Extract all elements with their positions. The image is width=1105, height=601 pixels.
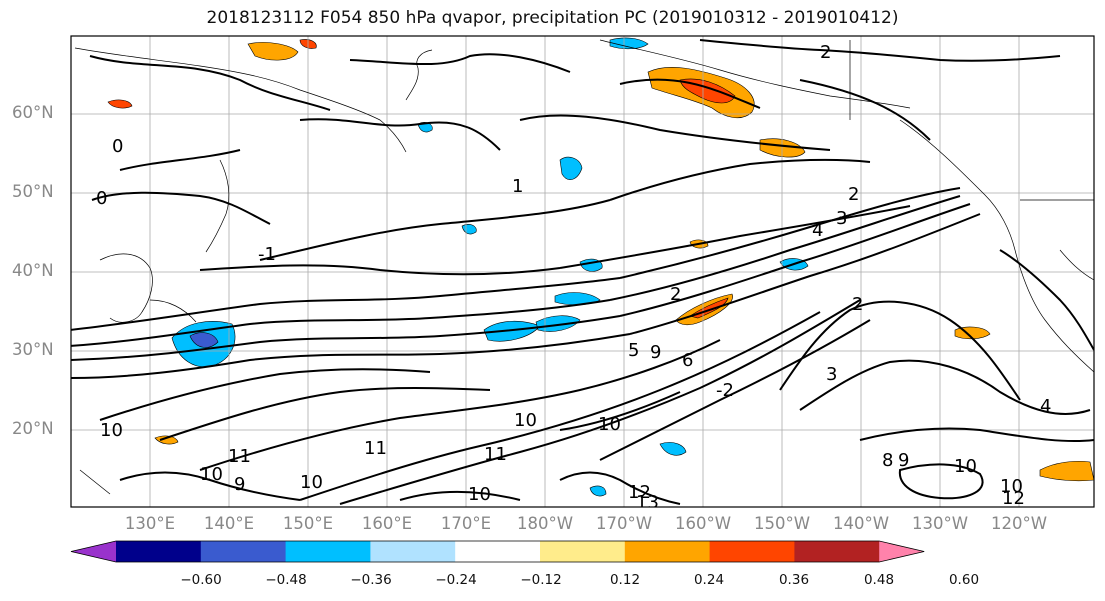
lon-label: 170°E: [440, 514, 492, 533]
contour-label: -1: [258, 244, 276, 265]
contour-label: 4: [1040, 396, 1051, 417]
contour-label: 10: [598, 414, 621, 435]
colorbar-tick-label: 0.60: [948, 572, 980, 588]
lon-label: 120°W: [990, 514, 1048, 533]
contour-label: 12: [1002, 488, 1025, 509]
map-frame: [70, 35, 1095, 508]
contour-label: 10: [100, 420, 123, 441]
colorbar-tick-label: 0.24: [693, 572, 725, 588]
graticule: [71, 36, 1094, 507]
colorbar-tick-label: −0.48: [265, 572, 307, 588]
contour-label: 9: [898, 450, 909, 471]
lon-label: 170°W: [595, 514, 653, 533]
colorbar-outline: [70, 540, 925, 563]
contour-label: 0: [96, 188, 107, 209]
colorbar-tick-label: −0.60: [180, 572, 222, 588]
contour-label: 5: [628, 340, 639, 361]
lon-label: 150°W: [753, 514, 811, 533]
contour-label: 9: [234, 474, 245, 495]
contour-label: 10: [300, 472, 323, 493]
lon-label: 160°W: [674, 514, 732, 533]
contour-label: 10: [200, 464, 223, 485]
contour-label: 11: [484, 444, 507, 465]
colorbar-bin: [200, 541, 287, 562]
lon-label: 180°W: [516, 514, 574, 533]
lon-label: 130°W: [911, 514, 969, 533]
colorbar-extend-max: [879, 541, 925, 562]
colorbar-bin: [624, 541, 711, 562]
colorbar-bin: [540, 541, 626, 562]
lat-label: 20°N: [12, 419, 54, 438]
lon-label: 150°E: [282, 514, 334, 533]
lon-label: 160°E: [361, 514, 413, 533]
colorbar-bin: [116, 541, 202, 562]
contour-label: 1: [512, 176, 523, 197]
colorbar-tick-label: −0.12: [520, 572, 562, 588]
contours: [71, 39, 1094, 505]
contour-label: 10: [468, 484, 491, 505]
colorbar-bin: [370, 541, 456, 562]
contour-label: 3: [826, 364, 837, 385]
colorbar-tick-label: −0.36: [350, 572, 392, 588]
lat-label: 60°N: [12, 103, 54, 122]
lon-label: 140°E: [203, 514, 255, 533]
contour-label: 11: [364, 438, 387, 459]
contour-label: 9: [650, 342, 661, 363]
contour-label: 8: [882, 450, 893, 471]
contour-label: 13: [636, 492, 659, 513]
contour-label: 0: [112, 136, 123, 157]
contour-label: 11: [228, 446, 251, 467]
colorbar-bin: [285, 541, 371, 562]
contour-label: 2: [848, 184, 859, 205]
colorbar-bin: [455, 541, 541, 562]
lat-label: 30°N: [12, 340, 54, 359]
lon-label: 140°W: [832, 514, 890, 533]
contour-label: 6: [682, 350, 693, 371]
contour-label: 10: [954, 456, 977, 477]
lat-label: 50°N: [12, 182, 54, 201]
contour-label: -2: [716, 380, 734, 401]
map-panel: [71, 36, 1094, 507]
contour-label: 2: [820, 42, 831, 63]
contour-label: 10: [1000, 476, 1023, 497]
colorbar-bin: [794, 541, 880, 562]
contour-label: 10: [514, 410, 537, 431]
colorbar-bin: [709, 541, 795, 562]
contour-labels: 2 2 3 4 2 1 0 0 -1 2 3 11 11 10 10 9 10 …: [96, 42, 1051, 513]
coastlines: [74, 39, 1094, 495]
contour-label: 3: [836, 208, 847, 229]
colorbar-tick-label: 0.12: [609, 572, 641, 588]
contour-label: 2: [852, 294, 863, 315]
lon-label: 130°E: [124, 514, 176, 533]
contour-label: 12: [628, 482, 651, 503]
colorbar-tick-label: 0.36: [778, 572, 810, 588]
contour-label: 2: [670, 284, 681, 305]
colorbar: [70, 540, 925, 563]
colorbar-tick-label: −0.24: [435, 572, 477, 588]
colorbar-extend-min: [71, 541, 116, 562]
map-title: 2018123112 F054 850 hPa qvapor, precipit…: [206, 8, 899, 28]
lat-label: 40°N: [12, 261, 54, 280]
colorbar-tick-label: 0.48: [863, 572, 895, 588]
contour-label: 4: [812, 220, 823, 241]
